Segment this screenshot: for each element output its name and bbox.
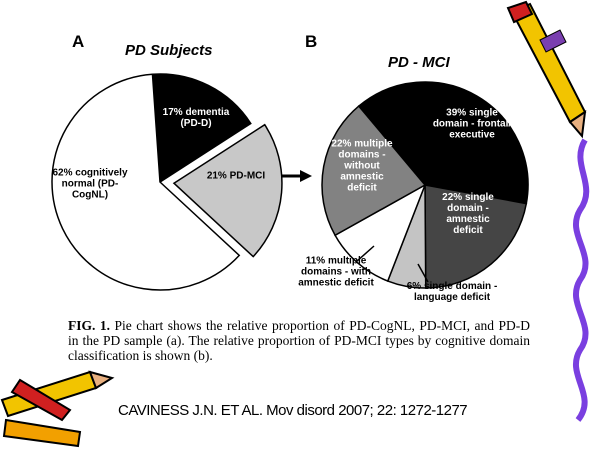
pie-slice (424, 184, 528, 289)
value-label: 6% (406, 281, 422, 292)
pie-slice (51, 73, 241, 291)
slice-label: 6% single domain - language deficit (392, 281, 512, 303)
slice-label: 39% single domain - frontal/ executive (431, 108, 513, 141)
leader-line (417, 263, 429, 283)
pie-slice (357, 81, 529, 205)
value-label: 21% (206, 170, 227, 182)
pie-slice (172, 123, 283, 258)
arrow-head (300, 170, 312, 182)
category-label: single domain - language deficit (413, 281, 498, 303)
caption-text: Pie chart shows the relative proportion … (68, 318, 531, 363)
category-label: cognitively normal (PD-CogNL) (61, 167, 128, 201)
citation: CAVINESS J.N. ET AL. Mov disord 2007; 22… (118, 402, 468, 419)
pie-slice (321, 105, 427, 237)
caption: FIG. 1. Pie chart shows the relative pro… (68, 318, 530, 363)
panel-letter: A (72, 32, 85, 51)
category-label: PD-MCI (229, 170, 266, 182)
pencil-clipart (506, 0, 587, 139)
value-label: 22% (442, 192, 463, 203)
category-label: dementia (PD-D) (180, 107, 230, 129)
value-label: 39% (446, 107, 467, 119)
value-label: 22% (331, 138, 352, 150)
pie-slice (334, 183, 427, 282)
slice-label: 11% multiple domains - with amnestic def… (286, 256, 386, 289)
slice-label: 62% cognitively normal (PD-CogNL) (44, 168, 136, 201)
category-label: single domain - frontal/ executive (432, 107, 512, 141)
pie-slice (151, 73, 252, 184)
value-label: 62% (52, 167, 73, 179)
category-label: multiple domains - without amnestic defi… (338, 138, 393, 194)
panel-letter: B (305, 32, 318, 51)
slice-label: 22% single domain - amnestic deficit (432, 192, 504, 236)
slice-label: 22% multiple domains - without amnestic … (326, 139, 398, 194)
pencils-clipart (0, 370, 115, 448)
leader-line (355, 245, 375, 263)
category-label: single domain - amnestic deficit (446, 192, 494, 236)
value-label: 11% (305, 255, 326, 267)
category-label: multiple domains - with amnestic deficit (298, 255, 374, 289)
slice-label: 17% dementia (PD-D) (161, 107, 231, 129)
value-label: 17% (162, 107, 183, 118)
slice-label: 21% PD-MCI (206, 171, 266, 182)
squiggle (572, 138, 590, 422)
caption-label: FIG. 1. (68, 318, 111, 333)
chart-title: PD Subjects (125, 42, 213, 59)
chart-title: PD - MCI (388, 54, 450, 71)
